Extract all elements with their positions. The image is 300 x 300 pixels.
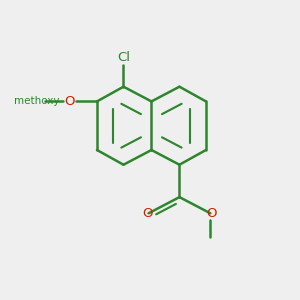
Text: methoxy: methoxy (14, 96, 59, 106)
Text: O: O (207, 207, 217, 220)
Text: O: O (64, 95, 74, 108)
Text: O: O (142, 207, 152, 220)
Text: Cl: Cl (117, 51, 130, 64)
